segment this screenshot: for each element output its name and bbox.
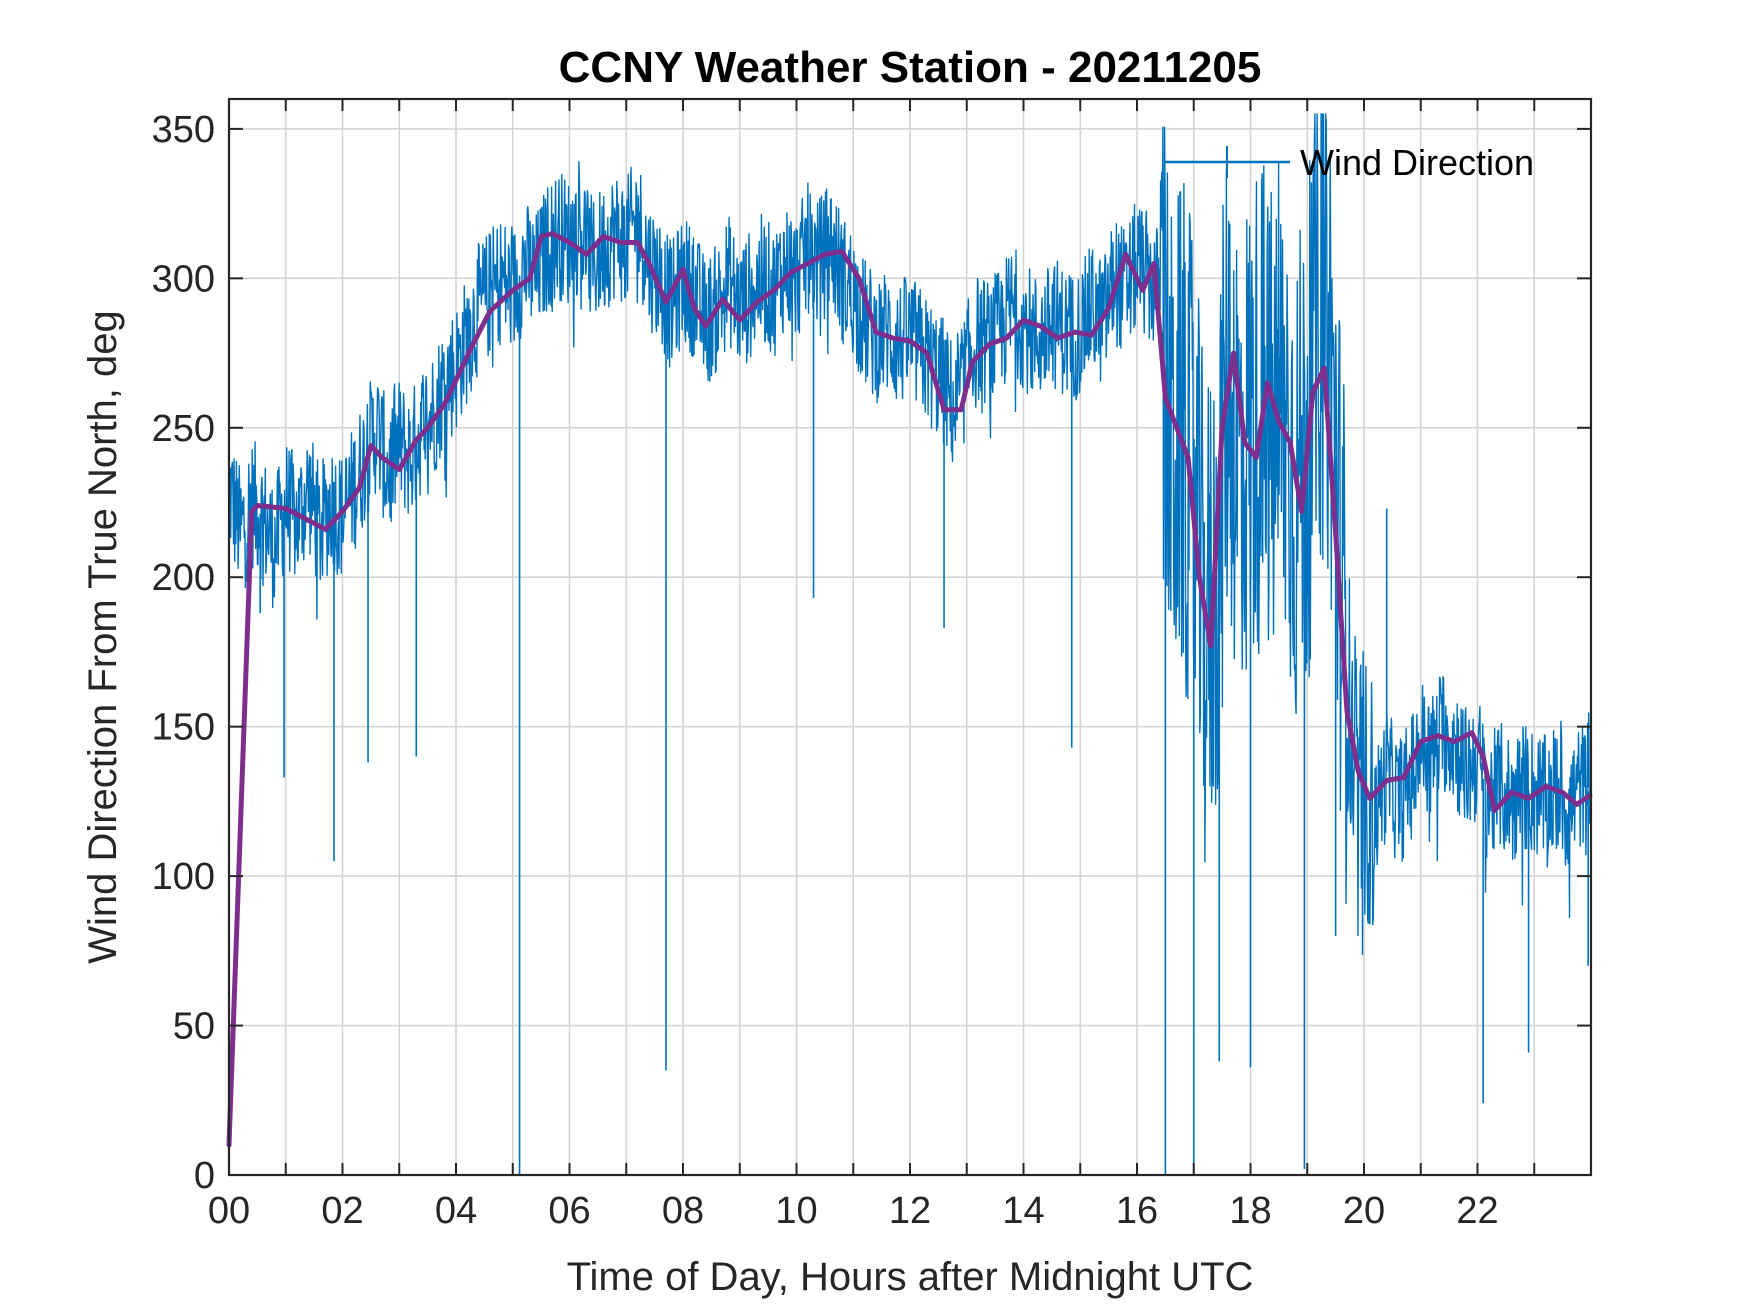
x-tick-label: 02	[321, 1190, 363, 1232]
x-tick-label: 20	[1343, 1190, 1385, 1232]
x-tick-label: 06	[548, 1190, 590, 1232]
x-tick-label: 04	[435, 1190, 477, 1232]
series-layer	[226, 113, 1593, 1175]
x-tick-label: 00	[208, 1190, 250, 1232]
tick-labels: 00 02 04 06 08 10 12 14 16 18 20 22 0 50 100 150 200 250 3…	[152, 109, 1499, 1232]
x-axis-label: Time of Day, Hours after Midnight UTC	[567, 1255, 1254, 1299]
y-tick-label: 250	[152, 408, 215, 450]
axis-ticks	[228, 99, 1592, 1176]
x-tick-label: 14	[1002, 1190, 1044, 1232]
y-tick-label: 350	[152, 109, 215, 151]
x-tick-label: 10	[775, 1190, 817, 1232]
y-axis-label: Wind Direction From True North, deg	[81, 310, 125, 964]
y-tick-label: 100	[152, 856, 215, 898]
x-tick-label: 22	[1456, 1190, 1498, 1232]
x-tick-label: 18	[1229, 1190, 1271, 1232]
legend: Wind Direction	[1164, 142, 1534, 183]
y-tick-label: 50	[173, 1006, 215, 1048]
y-tick-label: 150	[152, 707, 215, 749]
y-tick-label: 300	[152, 258, 215, 300]
chart-title: CCNY Weather Station - 20211205	[559, 43, 1262, 92]
x-tick-label: 16	[1116, 1190, 1158, 1232]
legend-label-wind-direction: Wind Direction	[1300, 142, 1534, 183]
y-tick-label: 200	[152, 557, 215, 599]
y-tick-label: 0	[194, 1155, 215, 1197]
x-tick-label: 08	[662, 1190, 704, 1232]
x-tick-label: 12	[889, 1190, 931, 1232]
series-line-moving-average	[226, 231, 1593, 1148]
